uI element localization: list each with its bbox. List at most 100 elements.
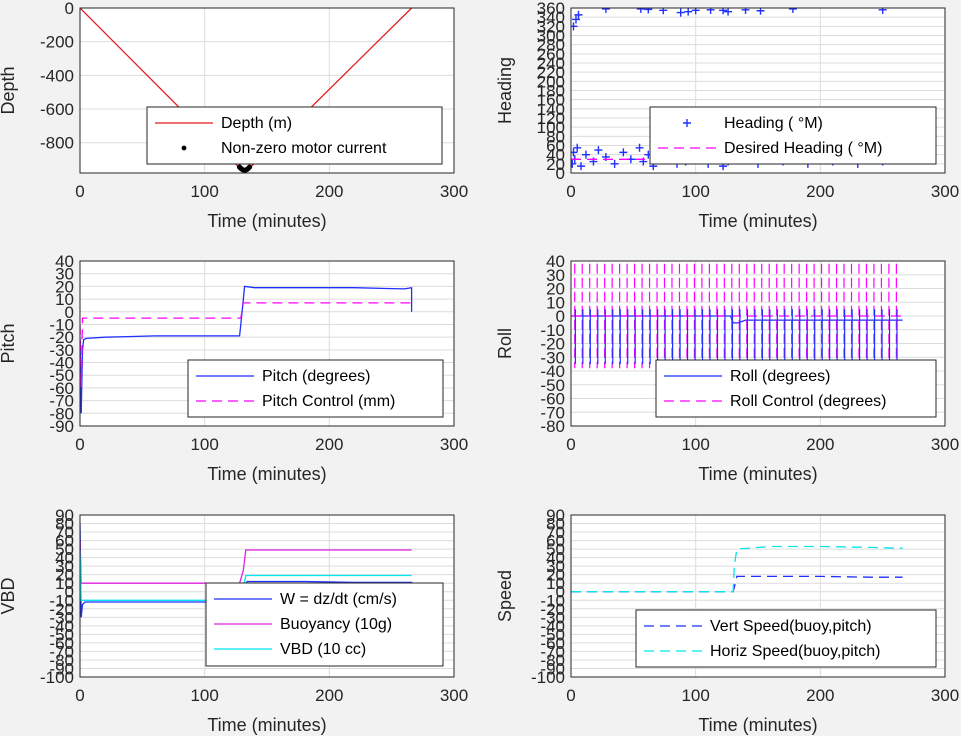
y-tick-label: -10	[540, 591, 565, 610]
y-tick-label: 10	[546, 293, 565, 312]
legend-label-1: Buoyancy (10g)	[280, 616, 392, 633]
y-tick-label: -10	[49, 315, 74, 334]
y-tick-label: -80	[49, 651, 74, 670]
y-axis-label: VBD	[0, 577, 18, 614]
legend-label-2: VBD (10 cc)	[280, 641, 366, 658]
y-tick-label: 90	[546, 506, 565, 525]
data-point	[636, 8, 645, 13]
y-tick-label: 90	[55, 506, 74, 525]
x-axis-label: Time (minutes)	[207, 715, 326, 735]
y-tick-label: 30	[546, 266, 565, 285]
y-tick-label: -70	[49, 642, 74, 661]
data-point	[635, 143, 644, 152]
data-point	[706, 8, 715, 14]
x-tick-label: 0	[566, 182, 575, 201]
y-tick-label: 0	[65, 303, 74, 322]
axes-frame	[570, 7, 946, 174]
x-tick-label: 100	[681, 182, 709, 201]
y-tick-label: -30	[540, 348, 565, 367]
y-tick-label: 10	[546, 574, 565, 593]
y-tick-label: 80	[55, 515, 74, 534]
y-tick-label: -400	[40, 66, 74, 85]
y-tick-label: -80	[49, 404, 74, 423]
y-tick-label: 0	[556, 583, 565, 602]
x-tick-label: 200	[315, 686, 343, 705]
data-point	[724, 8, 733, 16]
y-tick-label: -30	[540, 608, 565, 627]
y-tick-label: 100	[537, 118, 565, 137]
data-point	[619, 148, 628, 157]
data-point	[594, 146, 603, 155]
y-tick-label: 20	[546, 155, 565, 174]
y-tick-label: -600	[40, 100, 74, 119]
data-point	[571, 159, 577, 168]
y-tick-label: -60	[540, 634, 565, 653]
x-axis-label: Time (minutes)	[207, 464, 326, 484]
data-point	[571, 148, 578, 157]
y-tick-label: -50	[540, 625, 565, 644]
legend-label-1: Roll Control (degrees)	[730, 393, 887, 410]
y-tick-label: 60	[546, 532, 565, 551]
y-tick-label: -70	[49, 392, 74, 411]
data-point	[676, 8, 685, 17]
data-point	[741, 8, 750, 14]
data-point	[576, 162, 585, 171]
y-tick-label: 0	[65, 0, 74, 18]
y-tick-label: 30	[55, 557, 74, 576]
y-tick-label: 20	[55, 566, 74, 585]
x-tick-label: 200	[806, 435, 834, 454]
y-tick-label: -30	[49, 341, 74, 360]
y-tick-label: -80	[540, 417, 565, 436]
legend: Depth (m) Non-zero motor current	[146, 106, 443, 165]
y-tick-label: -70	[540, 642, 565, 661]
data-point	[581, 150, 590, 159]
x-axis-label: Time (minutes)	[698, 715, 817, 735]
y-tick-label: 160	[537, 91, 565, 110]
legend: Vert Speed(buoy,pitch) Horiz Speed(buoy,p…	[635, 609, 937, 668]
x-tick-label: 0	[566, 686, 575, 705]
axes-frame	[79, 514, 455, 678]
legend-label-0: Heading ( °M)	[724, 115, 823, 132]
y-tick-label: -30	[49, 608, 74, 627]
x-tick-label: 0	[75, 435, 84, 454]
y-tick-label: 20	[546, 280, 565, 299]
y-tick-label: -90	[49, 417, 74, 436]
axes-frame	[570, 514, 946, 678]
axes-frame	[79, 7, 455, 174]
y-tick-label: -100	[40, 668, 74, 687]
chart-1: 0 100 200 300020406080100120140160180200220…	[495, 0, 959, 231]
data-point	[571, 22, 578, 31]
y-tick-label: -800	[40, 134, 74, 153]
data-layer	[571, 545, 903, 593]
y-axis-label: Pitch	[0, 323, 18, 363]
y-tick-label: 360	[537, 0, 565, 18]
x-axis-label: Time (minutes)	[698, 211, 817, 231]
x-tick-label: 200	[806, 686, 834, 705]
y-tick-label: -20	[49, 600, 74, 619]
x-tick-label: 100	[190, 686, 218, 705]
y-tick-label: -10	[49, 591, 74, 610]
data-layer	[80, 285, 413, 414]
y-tick-label: 50	[55, 540, 74, 559]
y-tick-label: -20	[540, 600, 565, 619]
y-tick-label: 70	[546, 523, 565, 542]
series-line-0	[571, 315, 903, 324]
x-tick-label: 100	[190, 182, 218, 201]
y-tick-label: -100	[531, 668, 565, 687]
legend-label-0: Roll (degrees)	[730, 368, 830, 385]
legend-label-0: W = dz/dt (cm/s)	[280, 591, 397, 608]
x-tick-label: 100	[681, 686, 709, 705]
data-layer	[80, 8, 413, 173]
y-tick-label: 70	[55, 523, 74, 542]
axes-frame	[570, 260, 946, 427]
data-point	[573, 143, 582, 152]
legend-box	[655, 359, 937, 418]
y-tick-label: 20	[546, 566, 565, 585]
data-point	[246, 164, 253, 170]
y-tick-label: 280	[537, 36, 565, 55]
chart-0: 0 100 200 300 0 -200 -400 -600 -800 Time (minutes…	[0, 0, 468, 231]
data-point	[659, 8, 668, 15]
legend: Roll (degrees) Roll Control (degrees)	[655, 359, 937, 418]
series-line-2	[80, 549, 412, 601]
